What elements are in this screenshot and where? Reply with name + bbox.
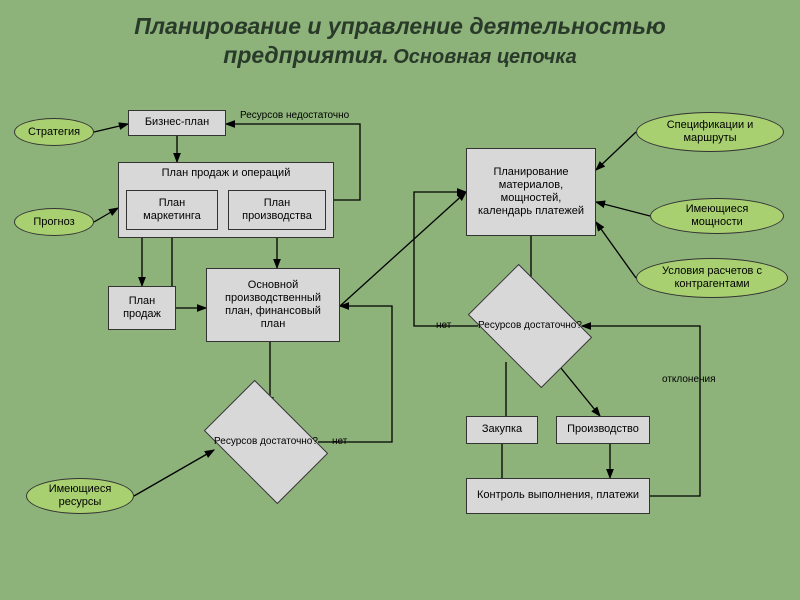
node-capacity: Имеющиеся мощности (650, 198, 784, 234)
node-salesplan: План продаж (108, 286, 176, 330)
node-forecast: Прогноз (14, 208, 94, 236)
node-specs: Спецификации и маршруты (636, 112, 784, 152)
node-salesops-label: План продаж и операций (119, 167, 333, 179)
node-mainplan: Основной производственный план, финансов… (206, 268, 340, 342)
diagram-canvas: Стратегия Прогноз Имеющиеся ресурсы Спец… (0, 90, 800, 600)
label-no2: нет (436, 320, 451, 331)
node-marketing: План маркетинга (126, 190, 218, 230)
label-no1: нет (332, 436, 347, 447)
node-prodplan: План производства (228, 190, 326, 230)
node-production: Производство (556, 416, 650, 444)
node-res1-label: Ресурсов достаточно? (214, 436, 318, 448)
node-res1: Ресурсов достаточно? (214, 406, 318, 478)
node-purchase: Закупка (466, 416, 538, 444)
label-insufficient: Ресурсов недостаточно (240, 110, 349, 121)
node-strategy: Стратегия (14, 118, 94, 146)
node-res2-label: Ресурсов достаточно? (478, 320, 582, 332)
label-deviations: отклонения (662, 374, 716, 385)
title-line2: предприятия. (223, 42, 389, 68)
node-terms: Условия расчетов с контрагентами (636, 258, 788, 298)
node-res2: Ресурсов достаточно? (478, 290, 582, 362)
node-resources: Имеющиеся ресурсы (26, 478, 134, 514)
title-line1: Планирование и управление деятельностью (20, 12, 780, 41)
node-control: Контроль выполнения, платежи (466, 478, 650, 514)
slide-title: Планирование и управление деятельностью … (0, 0, 800, 78)
node-bizplan: Бизнес-план (128, 110, 226, 136)
title-sub: Основная цепочка (393, 46, 576, 68)
node-planning: Планирование материалов, мощностей, кале… (466, 148, 596, 236)
